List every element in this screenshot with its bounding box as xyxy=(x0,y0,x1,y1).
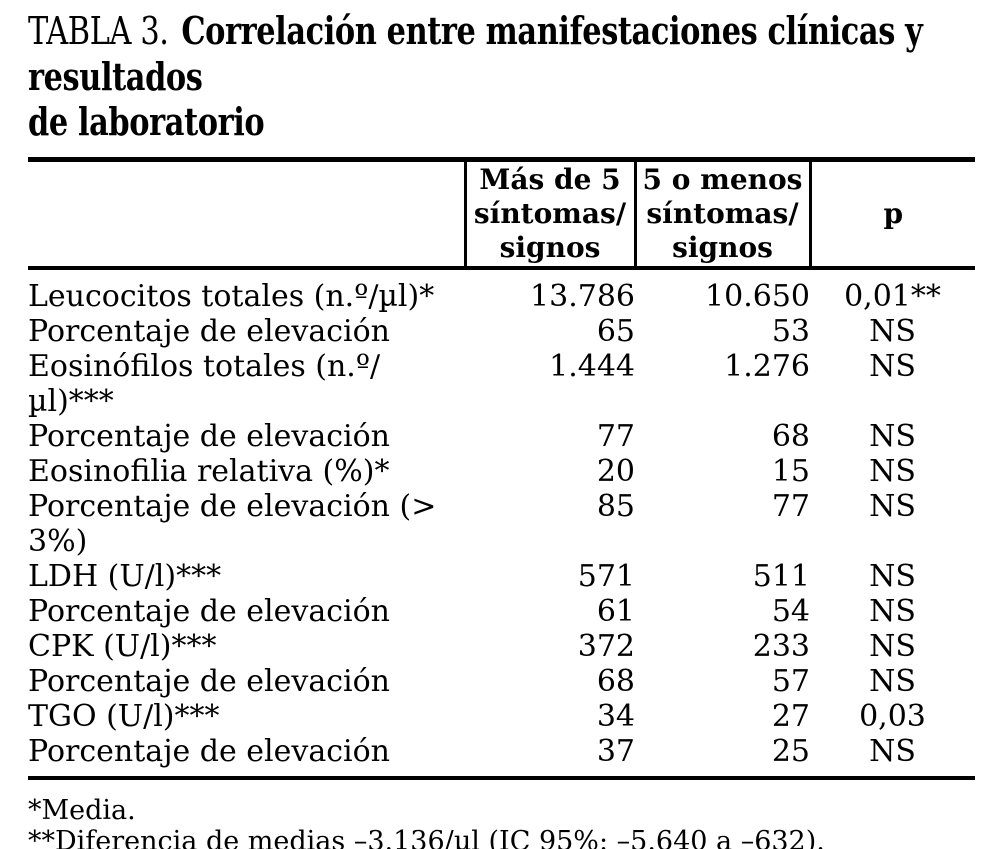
cell-value-more-than-5: 61 xyxy=(596,594,635,629)
cell-value-more-than-5: 13.786 xyxy=(530,279,635,314)
table-title: TABLA 3. Correlación entre manifestacione… xyxy=(28,8,996,144)
cell-value-5-or-less: 53 xyxy=(771,314,810,349)
table-row: LDH (U/l)*** 571 511 NS xyxy=(28,559,975,594)
table-row: Porcentaje de elevación 61 54 NS xyxy=(28,594,975,629)
cell-value-5-or-less: 10.650 xyxy=(705,279,810,314)
cell-row-label: Eosinofilia relativa (%)* xyxy=(28,454,390,489)
cell-row-label: Porcentaje de elevación (> 3%) xyxy=(28,489,437,559)
cell-value-p: NS xyxy=(869,419,916,454)
cell-row-label: CPK (U/l)*** xyxy=(28,629,217,664)
table-row: Eosinofilia relativa (%)* 20 15 NS xyxy=(28,454,975,489)
cell-value-p: NS xyxy=(869,349,916,384)
cell-value-more-than-5: 65 xyxy=(596,314,635,349)
cell-row-label: TGO (U/l)*** xyxy=(28,699,220,734)
cell-value-p: NS xyxy=(869,594,916,629)
lab-correlation-table: Más de 5 síntomas/ signos 5 o menos sínt… xyxy=(28,157,975,780)
cell-value-p: 0,03 xyxy=(859,699,926,734)
footnote-text: **Diferencia de medias –3.136/µl (IC 95%… xyxy=(28,826,825,849)
table-row: Leucocitos totales (n.º/µl)* 13.786 10.650… xyxy=(28,268,975,314)
footnotes: *Media. **Diferencia de medias –3.136/µl … xyxy=(28,795,996,849)
cell-value-5-or-less: 511 xyxy=(752,559,810,594)
cell-row-label: Porcentaje de elevación xyxy=(28,734,390,769)
header-col-more-than-5-symptoms: Más de 5 síntomas/ signos xyxy=(463,159,635,270)
cell-row-label: Leucocitos totales (n.º/µl)* xyxy=(28,279,435,314)
cell-value-p: NS xyxy=(869,629,916,664)
header-col-5-or-less-symptoms: 5 o menos síntomas/ signos xyxy=(633,159,810,270)
table-row: Porcentaje de elevación (> 3%) 85 77 NS xyxy=(28,489,975,559)
cell-value-p: NS xyxy=(869,734,916,769)
cell-value-p: NS xyxy=(869,559,916,594)
table-row: Porcentaje de elevación 65 53 NS xyxy=(28,314,975,349)
footnote-line: **Diferencia de medias –3.136/µl (IC 95%… xyxy=(28,826,996,849)
header-row: Más de 5 síntomas/ signos 5 o menos sínt… xyxy=(28,159,975,270)
footnote-line: *Media. xyxy=(28,795,996,826)
cell-value-more-than-5: 372 xyxy=(577,629,635,664)
cell-value-p: NS xyxy=(869,314,916,349)
cell-row-label: Porcentaje de elevación xyxy=(28,314,390,349)
cell-value-more-than-5: 85 xyxy=(596,489,635,524)
cell-value-p: NS xyxy=(869,454,916,489)
cell-value-5-or-less: 25 xyxy=(771,734,810,769)
cell-value-5-or-less: 77 xyxy=(771,489,810,524)
cell-value-more-than-5: 571 xyxy=(577,559,635,594)
cell-value-p: NS xyxy=(869,664,916,699)
table-row: CPK (U/l)*** 372 233 NS xyxy=(28,629,975,664)
cell-value-5-or-less: 1.276 xyxy=(724,349,810,384)
cell-value-5-or-less: 68 xyxy=(771,419,810,454)
cell-value-more-than-5: 68 xyxy=(596,664,635,699)
cell-value-5-or-less: 233 xyxy=(752,629,810,664)
header-col-p-value: p xyxy=(808,159,975,270)
table-row: Porcentaje de elevación 37 25 NS xyxy=(28,734,975,778)
cell-value-5-or-less: 15 xyxy=(771,454,810,489)
cell-row-label: Eosinófilos totales (n.º/µl)*** xyxy=(28,349,381,419)
table-number: TABLA 3. xyxy=(28,9,169,53)
table-row: TGO (U/l)*** 34 27 0,03 xyxy=(28,699,975,734)
cell-value-5-or-less: 57 xyxy=(771,664,810,699)
cell-value-more-than-5: 34 xyxy=(596,699,635,734)
cell-value-more-than-5: 20 xyxy=(596,454,635,489)
cell-row-label: Porcentaje de elevación xyxy=(28,594,390,629)
table-row: Porcentaje de elevación 77 68 NS xyxy=(28,419,975,454)
cell-row-label: Porcentaje de elevación xyxy=(28,664,390,699)
cell-value-p: 0,01** xyxy=(844,279,941,314)
cell-row-label: Porcentaje de elevación xyxy=(28,419,390,454)
cell-value-more-than-5: 77 xyxy=(596,419,635,454)
cell-value-p: NS xyxy=(869,489,916,524)
table-caption: Correlación entre manifestaciones clínic… xyxy=(28,8,923,144)
table-row: Porcentaje de elevación 68 57 NS xyxy=(28,664,975,699)
footnote-text: *Media. xyxy=(28,795,136,826)
cell-value-more-than-5: 1.444 xyxy=(549,349,635,384)
cell-value-5-or-less: 27 xyxy=(771,699,810,734)
header-empty-cell xyxy=(28,159,465,270)
cell-value-5-or-less: 54 xyxy=(771,594,810,629)
cell-value-more-than-5: 37 xyxy=(596,734,635,769)
cell-row-label: LDH (U/l)*** xyxy=(28,559,222,594)
table-row: Eosinófilos totales (n.º/µl)*** 1.444 1.27… xyxy=(28,349,975,419)
